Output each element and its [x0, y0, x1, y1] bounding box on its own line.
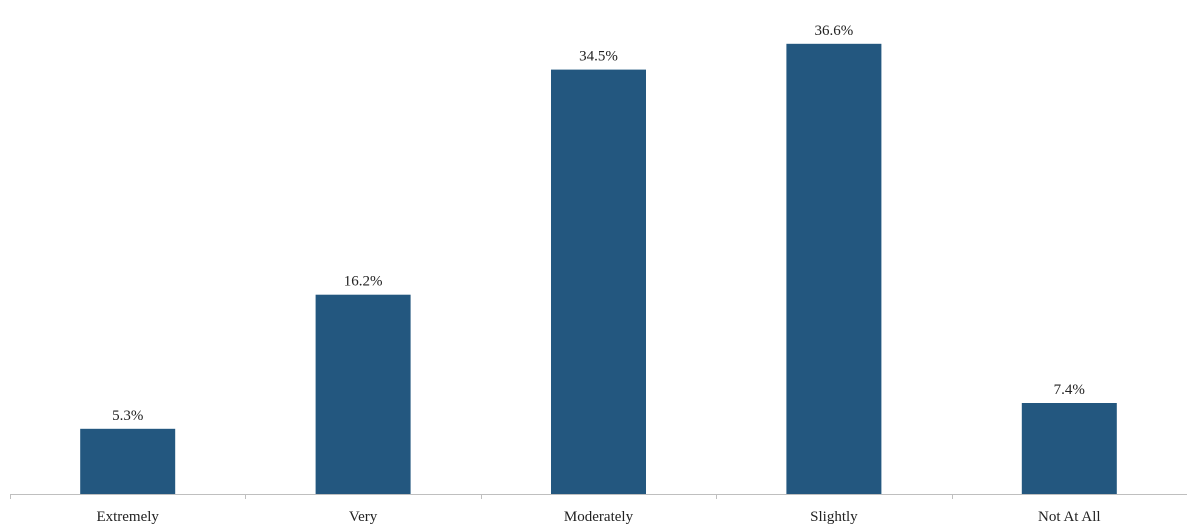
x-tick-label: Extremely: [96, 509, 159, 525]
x-tick-label: Not At All: [1038, 509, 1101, 525]
bar-very: [315, 294, 411, 494]
x-tick-label: Slightly: [810, 509, 858, 525]
bar-slightly: [786, 43, 882, 495]
x-axis-ticks: [10, 494, 953, 499]
data-label: 7.4%: [1054, 382, 1085, 398]
bar-not-at-all: [1021, 403, 1117, 494]
data-label: 34.5%: [579, 49, 618, 65]
x-tick-label: Moderately: [564, 509, 634, 525]
data-label: 16.2%: [344, 274, 383, 290]
bar-extremely: [80, 428, 176, 494]
data-label: 5.3%: [112, 408, 143, 424]
x-axis-tick-labels: Extremely Very Moderately Slightly Not At Al…: [96, 509, 1100, 525]
data-label: 36.6%: [815, 23, 854, 39]
bars-layer: [80, 43, 1117, 495]
bar-moderately: [551, 69, 646, 494]
data-labels-layer: 5.3% 16.2% 34.5% 36.6% 7.4%: [112, 23, 1085, 424]
x-tick-label: Very: [349, 509, 378, 525]
